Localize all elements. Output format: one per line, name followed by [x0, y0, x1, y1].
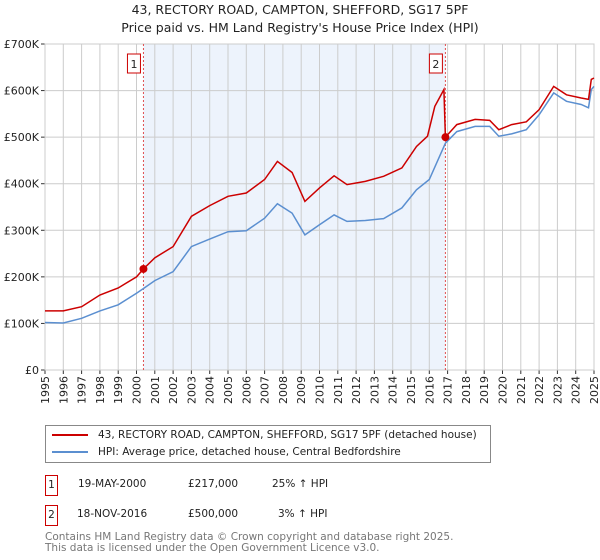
y-tick-label: £400K: [4, 178, 40, 191]
series-line: [44, 85, 595, 324]
x-tick-label: 2000: [131, 376, 144, 404]
chart-title: 43, RECTORY ROAD, CAMPTON, SHEFFORD, SG1…: [131, 2, 469, 17]
ownership-shade: [143, 44, 446, 370]
legend-item-hpi: HPI: Average price, detached house, Cent…: [52, 444, 401, 460]
x-tick-label: 2015: [405, 376, 418, 404]
x-tick-label: 2018: [460, 376, 473, 404]
x-tick-label: 2001: [149, 376, 162, 404]
legend-swatch-red: [52, 434, 88, 436]
y-tick-label: £600K: [4, 85, 40, 98]
sale-marker-label: 1: [130, 58, 137, 71]
y-tick-label: £0: [25, 364, 39, 377]
sale-point: [441, 133, 450, 142]
footer-licence: This data is licensed under the Open Gov…: [45, 542, 380, 554]
sale-marker-box: [126, 53, 141, 74]
sale-marker-label: 2: [432, 58, 439, 71]
x-tick-label: 2013: [368, 376, 381, 404]
x-tick-label: 1996: [57, 376, 70, 404]
plot-frame: [44, 43, 595, 371]
series-line: [45, 77, 595, 312]
y-tick-label: £300K: [4, 224, 40, 237]
footer-copyright: Contains HM Land Registry data © Crown c…: [45, 531, 454, 543]
legend-swatch-blue: [52, 451, 88, 453]
sale-badge: 2: [45, 505, 58, 526]
y-tick-label: £500K: [4, 131, 40, 144]
y-tick-label: £700K: [4, 38, 40, 51]
chart-subtitle: Price paid vs. HM Land Registry's House …: [121, 20, 479, 35]
sale-hpi-change: 3% ↑ HPI: [278, 508, 328, 520]
x-tick-label: 2010: [314, 376, 327, 404]
y-tick-label: £100K: [4, 317, 40, 330]
x-tick-label: 2025: [588, 376, 600, 404]
x-tick-label: 2004: [204, 376, 217, 404]
sale-badge: 1: [45, 475, 58, 496]
sale-date: 18-NOV-2016: [77, 508, 148, 520]
sale-date: 19-MAY-2000: [78, 478, 147, 490]
x-tick-label: 2014: [387, 376, 400, 404]
x-tick-label: 2005: [222, 376, 235, 404]
x-tick-label: 2020: [497, 376, 510, 404]
sale-price: £500,000: [188, 508, 239, 520]
sale-marker-box: [428, 53, 443, 74]
x-tick-label: 2012: [350, 376, 363, 404]
sale-price: £217,000: [188, 478, 239, 490]
x-tick-label: 1997: [76, 376, 89, 404]
x-tick-label: 2011: [332, 376, 345, 404]
sale-hpi-change: 25% ↑ HPI: [272, 478, 329, 490]
legend-label-property: 43, RECTORY ROAD, CAMPTON, SHEFFORD, SG1…: [98, 429, 477, 441]
x-tick-label: 2002: [167, 376, 180, 404]
x-tick-label: 2023: [551, 376, 564, 404]
price-chart: 1995 1996 1997 1998 1999 2000 2001 2002 2003 2004…: [4, 38, 600, 404]
x-tick-label: 2024: [570, 376, 583, 404]
y-tick-label: £200K: [4, 271, 40, 284]
x-tick-label: 2009: [295, 376, 308, 404]
x-tick-label: 2006: [240, 376, 253, 404]
x-tick-label: 2021: [515, 376, 528, 404]
legend-label-hpi: HPI: Average price, detached house, Cent…: [98, 446, 401, 458]
x-tick-label: 1995: [39, 376, 52, 404]
x-tick-label: 2008: [277, 376, 290, 404]
legend: 43, RECTORY ROAD, CAMPTON, SHEFFORD, SG1…: [45, 425, 491, 463]
x-tick-label: 1999: [112, 376, 125, 404]
x-tick-label: 2017: [442, 376, 455, 404]
x-tick-label: 2019: [478, 376, 491, 404]
x-tick-label: 2007: [259, 376, 272, 404]
legend-item-property: 43, RECTORY ROAD, CAMPTON, SHEFFORD, SG1…: [52, 427, 477, 443]
x-tick-label: 2016: [423, 376, 436, 404]
x-tick-label: 1998: [94, 376, 107, 404]
sale-point: [139, 264, 148, 273]
x-tick-label: 2003: [185, 376, 198, 404]
x-tick-label: 2022: [533, 376, 546, 404]
